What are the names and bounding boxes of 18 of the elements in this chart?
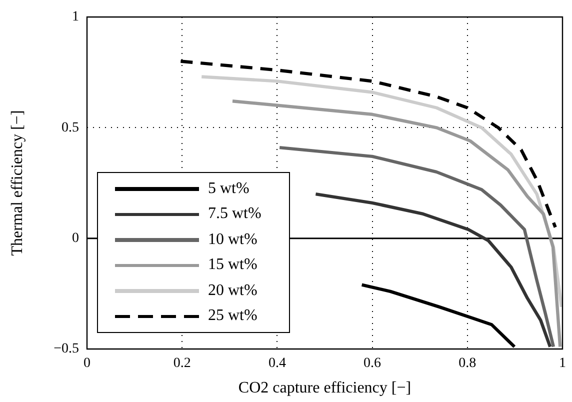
x-tick-label: 0.4 [268, 356, 286, 372]
y-tick-label: 0 [72, 231, 79, 246]
legend-label: 7.5 wt% [208, 205, 262, 224]
x-tick-label: 0.6 [364, 356, 382, 372]
x-tick-label: 0 [84, 356, 90, 372]
legend-label: 5 wt% [208, 180, 250, 198]
legend-label: 15 wt% [208, 256, 258, 274]
y-tick-label: 0.5 [62, 120, 79, 136]
legend-label: 25 wt% [208, 307, 258, 326]
y-axis-title: Thermal efficiency [−] [8, 110, 26, 256]
x-tick-label: 0.2 [173, 356, 191, 372]
legend-label: 20 wt% [208, 282, 258, 300]
y-tick-label: 1 [72, 10, 79, 25]
x-tick-label: 1 [559, 356, 566, 372]
x-tick-label: 0.8 [458, 356, 476, 372]
x-axis-title: CO2 capture efficiency [−] [238, 380, 412, 397]
legend-label: 10 wt% [208, 230, 258, 249]
y-tick-label: −0.5 [54, 342, 79, 357]
